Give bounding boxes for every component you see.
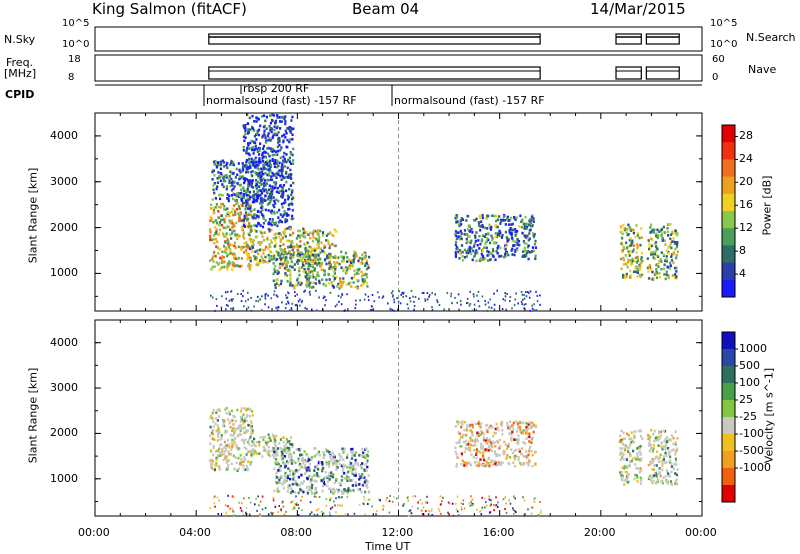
colorbar-tick-label: -1000 (739, 461, 771, 474)
power-panel-data (208, 113, 679, 312)
xtick-label: 20:00 (583, 526, 616, 539)
xtick-label: 00:00 (685, 526, 717, 539)
ytick-label: 4000 (50, 335, 78, 349)
nsky-label: N.Sky (4, 33, 36, 46)
colorbar-tick-label: 1000 (739, 342, 767, 355)
ytick-label: 3000 (50, 381, 78, 395)
colorbar-tick-label: 20 (739, 175, 753, 189)
freq-trace-0 (208, 66, 541, 80)
colorbar-swatch (722, 211, 735, 229)
freq-trace-2 (645, 66, 680, 80)
colorbar-tick-label: 24 (739, 152, 753, 166)
colorbar-tick-label: 8 (739, 244, 746, 258)
station-title: King Salmon (fitACF) (92, 0, 247, 18)
axes-layer (94, 113, 703, 516)
colorbar-swatch (722, 159, 735, 178)
colorbar-swatch (722, 434, 735, 452)
xtick-label: 12:00 (381, 526, 414, 539)
colorbar-tick-label: 4 (739, 267, 746, 281)
colorbar-tick-label: -500 (739, 444, 764, 457)
ytick-label: 2000 (50, 426, 78, 440)
freq-trace-1 (615, 66, 642, 80)
ytick-label: 4000 (50, 128, 78, 142)
colorbar-layer (721, 124, 738, 503)
freq-label: Freq. (6, 56, 34, 69)
nsky-trace-1 (615, 33, 642, 45)
colorbar-swatch (722, 245, 735, 264)
colorbar-swatch (722, 125, 735, 143)
xtick-label: 08:00 (280, 526, 313, 539)
colorbar-swatch (722, 142, 735, 160)
colorbar-tick-label: -25 (739, 410, 757, 423)
xtick-label: 00:00 (78, 526, 110, 539)
colorbar-tick-label: 16 (739, 198, 753, 212)
nsky-frame (94, 26, 703, 52)
freq-unit: [MHz] (4, 67, 37, 80)
ytick-label: 1000 (50, 266, 78, 280)
xtick-label: 04:00 (179, 526, 211, 539)
colorbar-swatch (722, 451, 735, 469)
colorbar-frame (721, 124, 736, 298)
colorbar-swatch (722, 279, 735, 298)
nsky-trace-2 (645, 33, 680, 45)
colorbar-swatch (722, 349, 735, 367)
nave-tick-high: 60 (712, 54, 725, 65)
velocity-ylabel: Slant Range [km] (26, 367, 40, 464)
xtick-label: 16:00 (482, 526, 515, 539)
cpid-entry-normalsound-2: normalsound (fast) -157 RF (394, 94, 545, 107)
cpid-label: CPID (5, 88, 35, 101)
colorbar-tick-label: 28 (739, 129, 753, 143)
colorbar-swatch (722, 383, 735, 401)
colorbar-swatch (722, 400, 735, 418)
x-axis-label: Time UT (365, 540, 411, 553)
nsearch-tick-low: 10^0 (710, 39, 738, 50)
colorbar-swatch (722, 485, 735, 503)
freq-frame (94, 54, 703, 82)
date-label: 14/Mar/2015 (590, 0, 686, 18)
colorbar-tick-label: 12 (739, 221, 753, 235)
colorbar-swatch (722, 332, 735, 350)
ytick-label: 1000 (50, 471, 78, 485)
nsearch-tick-high: 10^5 (710, 18, 738, 29)
nsearch-label: N.Search (746, 31, 796, 44)
nsky-tick-low: 10^0 (62, 39, 90, 50)
nave-tick-low: 0 (712, 72, 719, 83)
colorbar-tick-label: 100 (739, 376, 760, 389)
nsky-tick-high: 10^5 (62, 18, 90, 29)
velocity-panel-data (208, 406, 679, 518)
velocity-cbar-label: Velocity [m s^-1] (762, 367, 776, 464)
beam-label: Beam 04 (352, 0, 420, 18)
power-ylabel: Slant Range [km] (26, 167, 40, 264)
cpid-entry-normalsound-1: normalsound (fast) -157 RF (206, 94, 357, 107)
colorbar-swatch (722, 228, 735, 246)
plot-frames (94, 26, 703, 517)
power-cbar-label: Power [dB] (760, 175, 774, 236)
top-panel-data (208, 33, 680, 80)
colorbar-tick-label: -100 (739, 427, 764, 440)
colorbar-swatch (722, 262, 735, 281)
colorbar-tick-label: 500 (739, 359, 760, 372)
colorbar-swatch (722, 193, 735, 212)
colorbar-swatch (722, 468, 735, 486)
colorbar-swatch (722, 417, 735, 435)
freq-tick-high: 18 (68, 54, 81, 65)
freq-tick-low: 8 (68, 72, 75, 83)
colorbar-swatch (722, 366, 735, 384)
ytick-label: 2000 (50, 220, 78, 234)
nave-label: Nave (748, 63, 777, 76)
nsky-trace-0 (208, 33, 541, 45)
colorbar-swatch (722, 176, 735, 195)
colorbar-tick-label: 25 (739, 393, 753, 406)
cpid-entry-rbsp: rbsp 200 RF (243, 82, 310, 95)
ytick-label: 3000 (50, 174, 78, 188)
